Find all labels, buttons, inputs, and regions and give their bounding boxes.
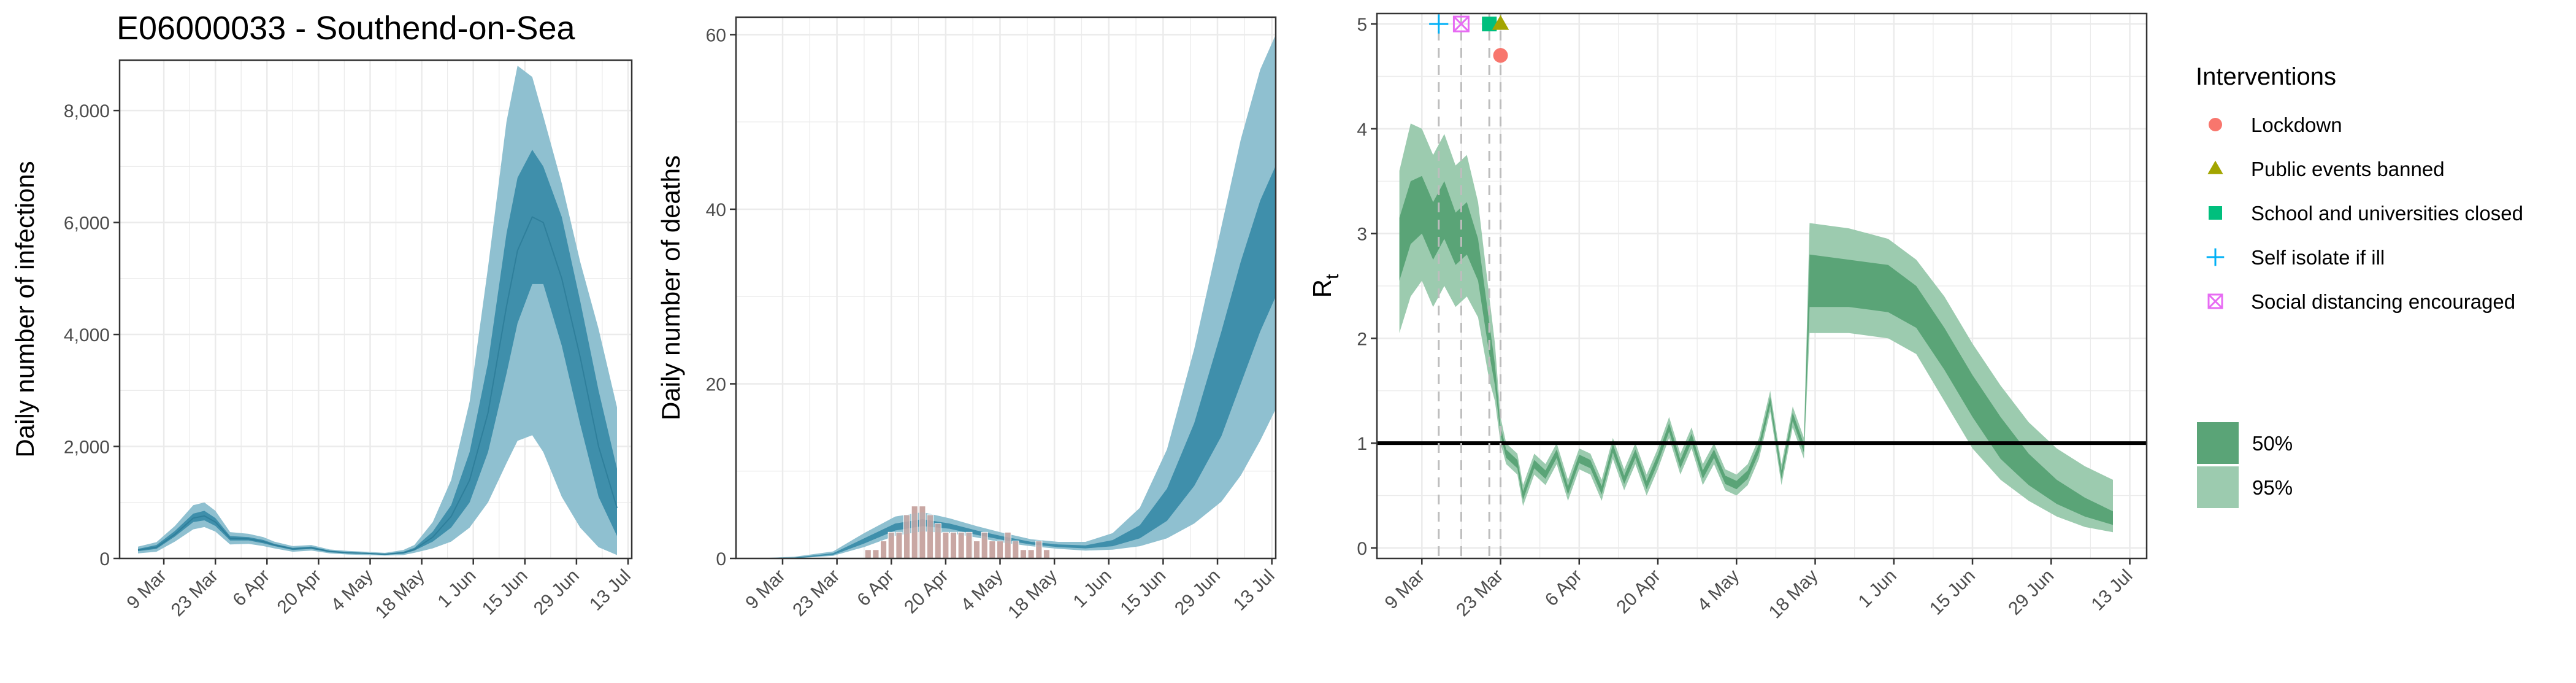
intervention-marker-triangle <box>1492 15 1509 30</box>
y-axis-title-subscript: t <box>1322 274 1343 279</box>
death-bar-overlay <box>911 506 918 558</box>
y-tick-label: 2 <box>1357 329 1367 349</box>
death-bar-overlay <box>1043 549 1051 558</box>
death-bar-overlay <box>996 541 1004 558</box>
death-bar-overlay <box>989 541 996 558</box>
intervention-marker-plus <box>1429 14 1449 34</box>
intervention-marker-circle <box>1493 48 1508 63</box>
legend-band-swatch <box>2197 422 2239 464</box>
plot-area <box>137 66 618 556</box>
death-bar-overlay <box>965 531 973 558</box>
death-bar-overlay <box>1004 531 1011 558</box>
y-tick-label: 0 <box>99 549 110 569</box>
legend-item-label: School and universities closed <box>2251 202 2523 225</box>
y-tick-label: 8,000 <box>64 101 110 122</box>
plot-area <box>755 34 1276 558</box>
death-bar-overlay <box>872 549 880 558</box>
y-tick-label: 5 <box>1357 15 1367 35</box>
legend-key-plus <box>2206 248 2225 266</box>
y-tick-label: 20 <box>706 374 726 395</box>
legend-band-swatch <box>2197 466 2239 508</box>
panel-border <box>1376 12 2148 560</box>
death-bar-overlay <box>926 514 934 558</box>
death-bar-overlay <box>973 541 981 558</box>
death-bar-overlay <box>981 531 988 558</box>
band-50 <box>1399 176 2113 525</box>
legend-item-label: Lockdown <box>2251 114 2342 136</box>
y-tick-label: 4 <box>1357 120 1367 140</box>
legend-key-circle <box>2209 118 2222 131</box>
y-tick-label: 0 <box>1357 539 1367 559</box>
y-tick-label: 4,000 <box>64 325 110 345</box>
legend-bands: 50% 95% <box>2197 422 2293 508</box>
median-line <box>137 216 618 555</box>
death-bar-overlay <box>919 506 926 558</box>
y-axis-title: Daily number of infections <box>10 161 39 457</box>
legend-item-label: Self isolate if ill <box>2251 246 2385 269</box>
y-tick-label: 60 <box>706 25 726 45</box>
death-bar-overlay <box>957 531 965 558</box>
y-tick-label: 1 <box>1357 434 1367 454</box>
death-bar-overlay <box>1027 549 1035 558</box>
death-bar-overlay <box>864 549 872 558</box>
panel-border <box>118 59 633 560</box>
page-title: E06000033 - Southend-on-Sea <box>117 10 576 47</box>
panel-border <box>735 16 1277 560</box>
death-bar-overlay <box>1012 541 1019 558</box>
band-95 <box>138 66 617 556</box>
y-tick-label: 40 <box>706 200 726 220</box>
y-tick-label: 3 <box>1357 225 1367 245</box>
death-bar-overlay <box>942 531 949 558</box>
death-bar-overlay <box>880 541 887 558</box>
legend-band-label: 95% <box>2252 476 2293 499</box>
legend: Interventions Lockdown Public events bann… <box>2196 63 2523 508</box>
legend-item-label: Public events banned <box>2251 158 2445 180</box>
y-tick-label: 0 <box>716 549 726 569</box>
death-bar-overlay <box>1019 549 1027 558</box>
death-bar-overlay <box>949 531 957 558</box>
death-bar-overlay <box>887 531 895 558</box>
death-bar-overlay <box>1035 541 1043 558</box>
legend-title: Interventions <box>2196 63 2336 90</box>
death-bar-overlay <box>895 531 903 558</box>
y-tick-label: 2,000 <box>64 438 110 458</box>
death-bar-overlay <box>934 523 941 558</box>
legend-key-boxcross <box>2207 293 2223 309</box>
legend-items: Lockdown Public events banned School and u… <box>2206 114 2523 313</box>
y-tick-label: 6,000 <box>64 214 110 234</box>
legend-key-triangle <box>2207 160 2223 174</box>
death-bar-overlay <box>903 514 911 558</box>
y-axis-title: Daily number of deaths <box>656 155 685 420</box>
legend-key-square <box>2209 206 2222 220</box>
intervention-marker-boxcross <box>1452 15 1470 33</box>
legend-band-label: 50% <box>2252 432 2293 455</box>
legend-item-label: Social distancing encouraged <box>2251 290 2515 313</box>
plot-area <box>1399 123 2113 533</box>
